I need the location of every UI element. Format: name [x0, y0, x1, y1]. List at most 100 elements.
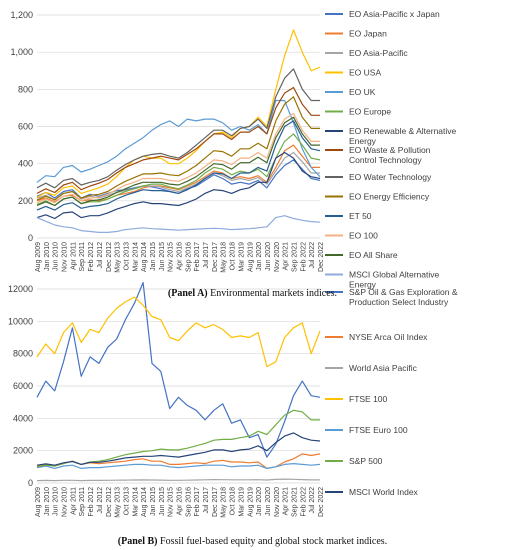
x-tick-label: Jul 2017	[203, 487, 210, 514]
y-tick-label: 600	[18, 122, 33, 132]
legend-label: EO Europe	[349, 107, 391, 117]
x-tick-label: Nov 2020	[274, 242, 281, 272]
legend-label: EO All Share	[349, 250, 398, 260]
series-line-eo-renewable-alternative-energy	[36, 151, 321, 220]
legend-label: FTSE Euro 100	[349, 425, 408, 435]
x-tick-label: May 2018	[221, 242, 228, 273]
x-tick-label: Sep 2011	[79, 487, 86, 517]
x-tick-label: May 2018	[221, 487, 228, 518]
x-tick-label: Jun 2010	[53, 242, 60, 271]
legend-label: EO UK	[349, 87, 376, 97]
x-tick-label: Feb 2017	[194, 487, 201, 517]
y-tick-label: 2000	[13, 446, 33, 456]
panel-a-caption: (Panel A) Environmental markets indices.	[0, 288, 505, 299]
legend-label: NYSE Arca Oil Index	[349, 332, 428, 342]
series-line-eo-energy-efficiency	[36, 96, 320, 201]
x-tick-label: Mar 2014	[132, 487, 139, 517]
y-tick-label: 8000	[13, 349, 33, 359]
x-tick-label: Sep 2021	[291, 487, 298, 517]
x-tick-label: Sep 2016	[185, 487, 192, 517]
x-tick-label: Dec 2017	[212, 242, 219, 272]
x-tick-label: Dec 2022	[318, 487, 325, 517]
x-tick-label: Jan 2015	[150, 487, 157, 516]
legend-label: Control Technology	[349, 155, 422, 165]
series-line-eo-usa	[36, 29, 321, 198]
x-tick-label: Jan 2020	[256, 242, 263, 271]
y-tick-label: 1,000	[10, 47, 33, 57]
y-tick-label: 0	[28, 478, 33, 488]
y-tick-label: 10000	[8, 316, 33, 326]
x-tick-label: Dec 2012	[106, 242, 113, 272]
series-line-eo-all-share	[36, 116, 320, 207]
x-tick-label: Feb 2012	[88, 487, 95, 517]
legend: EO Asia-Pacific x Japan EO Japan EO Asia-P…	[325, 9, 457, 290]
legend: S&P Oil & Gas Exploration &Production Se…	[325, 287, 458, 497]
legend-label: MSCI World Index	[349, 487, 419, 497]
series-line-world-asia-pacific	[36, 478, 320, 482]
y-tick-label: 4000	[13, 413, 33, 423]
x-tick-label: Jul 2017	[203, 242, 210, 269]
panel-b-chart: 0 2000 4000 6000 8000 10000 12000 Aug 2009 Jan 2…	[8, 281, 458, 518]
legend-label: ET 50	[349, 211, 372, 221]
y-tick-label: 6000	[13, 381, 33, 391]
x-tick-label: May 2013	[115, 242, 122, 273]
legend-label: EO Asia-Pacific x Japan	[349, 9, 440, 19]
y-tick-label: 12000	[8, 284, 33, 294]
legend-label: EO Energy Efficiency	[349, 192, 430, 202]
x-tick-label: Aug 2019	[247, 487, 254, 517]
x-tick-label: Jun 2015	[159, 242, 166, 271]
x-tick-label: Apr 2016	[177, 487, 184, 516]
y-tick-label: 1,200	[10, 10, 33, 20]
x-tick-label: Nov 2015	[168, 487, 175, 517]
series-line-ftse-100	[36, 296, 321, 368]
x-tick-label: Feb 2012	[88, 242, 95, 272]
series-line-msci-global-alternative-energy	[36, 215, 321, 233]
legend-label: FTSE 100	[349, 394, 388, 404]
x-tick-label: Sep 2011	[79, 242, 86, 272]
series-line-s-p-oil-gas-exploration-production-select-industry	[36, 281, 321, 458]
x-tick-label: Aug 2009	[35, 242, 42, 272]
x-tick-label: Apr 2011	[70, 242, 77, 270]
x-tick-label: Apr 2016	[177, 242, 184, 271]
x-tick-label: Oct 2013	[123, 242, 130, 271]
x-tick-label: Oct 2018	[230, 487, 237, 516]
series-line-et-50	[36, 120, 321, 211]
legend-label: EO Japan	[349, 29, 387, 39]
x-tick-label: Jan 2010	[44, 242, 51, 271]
panel-b-caption: (Panel B) Fossil fuel-based equity and g…	[0, 536, 505, 547]
x-tick-label: Dec 2022	[318, 242, 325, 272]
panel-b-caption-text: Fossil fuel-based equity and global stoc…	[157, 536, 388, 547]
panel-a-caption-text: Environmental markets indices.	[207, 288, 338, 299]
x-tick-label: Sep 2016	[185, 242, 192, 272]
x-tick-label: Apr 2021	[283, 242, 290, 271]
x-tick-label: Jun 2020	[265, 242, 272, 271]
x-tick-label: Mar 2014	[132, 242, 139, 272]
x-tick-label: Nov 2010	[62, 487, 69, 517]
series-line-eo-japan	[36, 144, 320, 203]
x-tick-label: Jan 2020	[256, 487, 263, 516]
y-tick-label: 400	[18, 159, 33, 169]
x-tick-label: Jul 2012	[97, 242, 104, 269]
legend-label: World Asia Pacific	[349, 363, 418, 373]
series-line-eo-100	[36, 112, 320, 204]
legend-label: S&P 500	[349, 456, 383, 466]
x-tick-label: Jun 2015	[159, 487, 166, 516]
x-tick-label: Dec 2012	[106, 487, 113, 517]
series-line-ftse-euro-100	[36, 463, 321, 469]
x-tick-label: Aug 2009	[35, 487, 42, 517]
x-tick-label: Nov 2010	[62, 242, 69, 272]
y-tick-label: 200	[18, 196, 33, 206]
legend-label: EO Waste & Pollution	[349, 145, 431, 155]
series-line-eo-europe	[36, 133, 321, 207]
x-tick-label: Mar 2019	[238, 487, 245, 517]
series-line-eo-water-technology	[36, 68, 320, 189]
legend-label: EO USA	[349, 68, 381, 78]
legend-label: Production Select Industry	[349, 297, 449, 307]
x-tick-label: Jun 2010	[53, 487, 60, 516]
series-line-eo-uk	[36, 99, 321, 183]
x-tick-label: Aug 2019	[247, 242, 254, 272]
x-tick-label: Sep 2021	[291, 242, 298, 272]
legend-label: EO Water Technology	[349, 172, 432, 182]
x-tick-label: Mar 2019	[238, 242, 245, 272]
